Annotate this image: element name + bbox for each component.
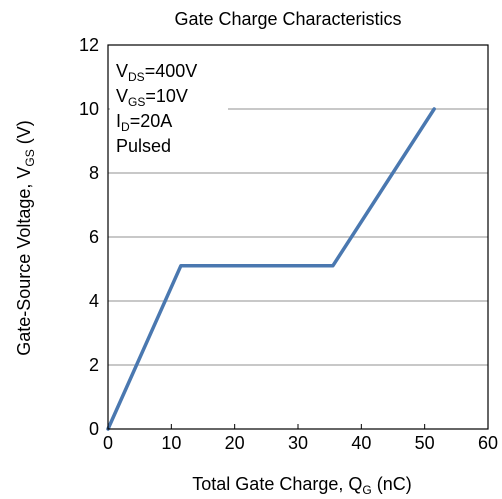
condition-label: ID=20A	[116, 111, 172, 134]
condition-label: Pulsed	[116, 136, 171, 156]
x-axis-label: Total Gate Charge, QG (nC)	[192, 474, 411, 497]
chart-title: Gate Charge Characteristics	[174, 9, 401, 29]
x-tick-label: 10	[161, 433, 181, 453]
x-tick-label: 20	[225, 433, 245, 453]
tick-layer: 0 10 20 30 40 50 60 0 2 4 6 8 10 12	[79, 35, 498, 453]
y-tick-label: 6	[89, 227, 99, 247]
y-tick-label: 4	[89, 291, 99, 311]
y-tick-label: 2	[89, 355, 99, 375]
condition-label: VDS=400V	[116, 61, 197, 84]
y-tick-label: 0	[89, 419, 99, 439]
x-tick-label: 50	[415, 433, 435, 453]
x-tick-label: 60	[478, 433, 498, 453]
y-tick-label: 12	[79, 35, 99, 55]
condition-label: VGS=10V	[116, 86, 188, 109]
y-tick-label: 8	[89, 163, 99, 183]
x-tick-label: 0	[103, 433, 113, 453]
series-layer	[106, 107, 436, 431]
y-tick-label: 10	[79, 99, 99, 119]
x-tick-label: 30	[288, 433, 308, 453]
annotation-background	[110, 55, 228, 155]
y-axis-label: Gate-Source Voltage, VGS (V)	[14, 120, 37, 355]
x-tick-label: 40	[351, 433, 371, 453]
series-line	[106, 107, 436, 431]
